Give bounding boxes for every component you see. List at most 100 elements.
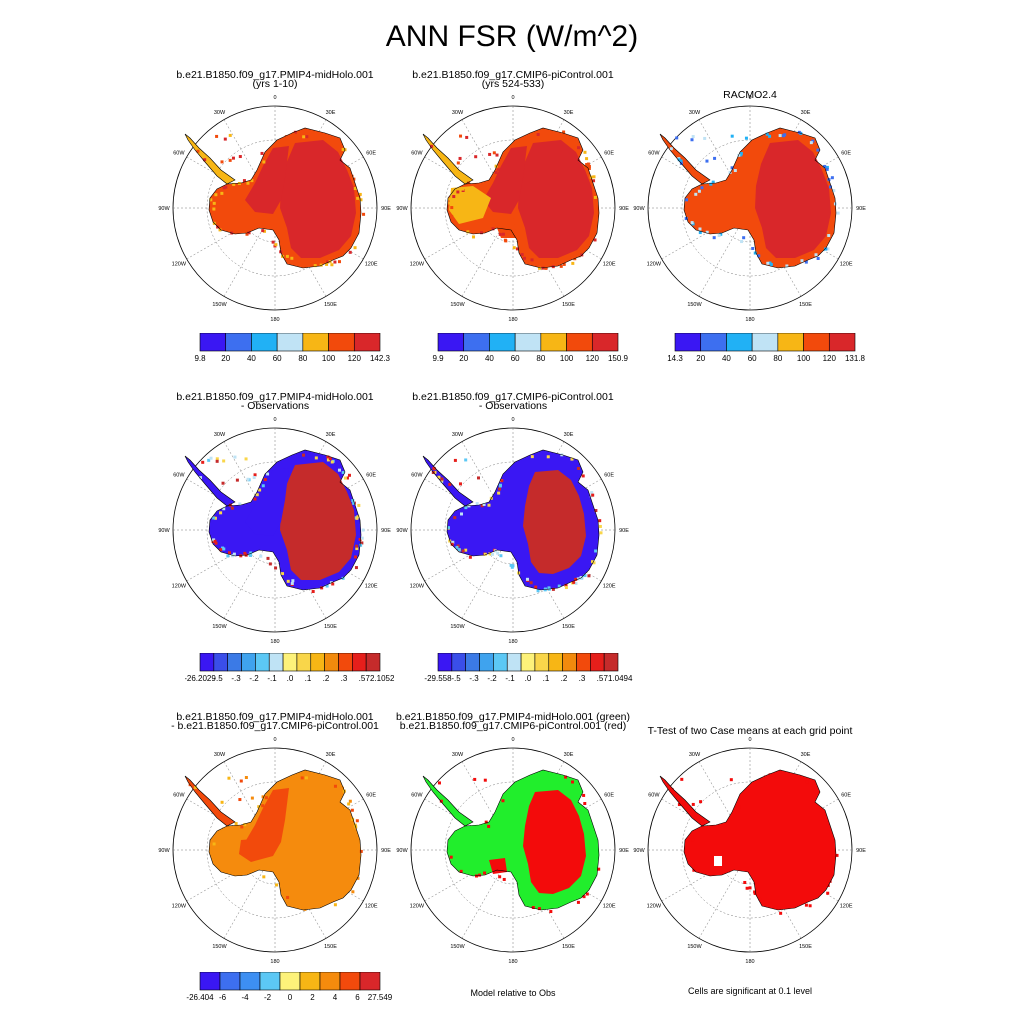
coastal-cell xyxy=(440,480,444,484)
colorbar-segment xyxy=(479,653,494,672)
coastal-cell xyxy=(341,576,345,580)
coastal-cell xyxy=(341,471,345,475)
longitude-label: 60E xyxy=(841,793,851,799)
coastal-cell xyxy=(232,552,236,556)
coastal-cell xyxy=(331,582,335,586)
coastal-cell xyxy=(717,234,721,238)
coastal-cell xyxy=(691,838,695,842)
colorbar-tick-label: .2 xyxy=(561,674,568,683)
coastal-cell xyxy=(286,579,290,583)
longitude-label: 180 xyxy=(745,317,754,323)
coastal-cell xyxy=(209,456,213,460)
coastal-cell xyxy=(213,516,217,520)
coastal-cell xyxy=(582,793,586,797)
colorbar-segment xyxy=(591,333,619,352)
coastal-cell xyxy=(778,134,782,138)
longitude-label: 0 xyxy=(511,417,514,423)
coastal-cell xyxy=(459,134,463,138)
coastal-cell xyxy=(240,825,244,829)
longitude-label: 60W xyxy=(648,793,660,799)
coastal-cell xyxy=(536,133,540,137)
coastal-cell xyxy=(488,552,492,556)
coastal-cell xyxy=(475,502,479,506)
longitude-label: 90E xyxy=(856,848,866,854)
colorbar-tick-label: 6 xyxy=(355,993,360,1002)
colorbar-tick-label: -26.2029 xyxy=(185,674,216,683)
coastal-cell xyxy=(785,264,789,268)
coastal-cell xyxy=(544,266,548,270)
coastal-cell xyxy=(474,155,478,159)
coastal-cell xyxy=(593,195,597,199)
coastal-cell xyxy=(525,577,529,581)
coastal-cell xyxy=(703,136,707,140)
coastal-cell xyxy=(491,227,495,231)
colorbar-svg: -26.2029-.5 -.3 -.2 -.1 .0 .1 .2 .3 .5 72.1052 xyxy=(185,653,395,683)
longitude-label: 60E xyxy=(366,793,376,799)
coastal-cell xyxy=(541,266,545,270)
colorbar-segment xyxy=(514,333,542,352)
colorbar-svg: 9.8 20 40 60 80 100 120 142.3 xyxy=(194,333,391,363)
longitude-label: 150W xyxy=(450,302,465,308)
coastal-mid-fsr xyxy=(493,216,517,238)
coastal-cell xyxy=(193,786,197,790)
coastal-cell xyxy=(583,150,587,154)
coastal-cell xyxy=(232,182,236,186)
coastal-cell xyxy=(593,238,597,242)
coastal-cell xyxy=(691,135,695,139)
coastal-cell xyxy=(825,165,829,169)
coastal-cell xyxy=(808,904,812,908)
panel-title-line1: T-Test of two Case means at each grid po… xyxy=(647,725,853,737)
coastal-cell xyxy=(531,906,535,910)
coastal-cell xyxy=(199,151,203,155)
coastal-cell xyxy=(459,512,463,516)
longitude-label: 60E xyxy=(604,473,614,479)
coastal-cell xyxy=(223,137,227,141)
coastal-cell xyxy=(354,566,358,570)
colorbar: 9.8 20 40 60 80 100 120 142.3 xyxy=(185,333,395,365)
colorbar-tick-label: -4 xyxy=(241,993,249,1002)
colorbar-segment xyxy=(328,333,355,352)
panel-title-line2: b.e21.B1850.f09_g17.CMIP6-piControl.001 … xyxy=(399,720,627,732)
coastal-cell xyxy=(219,548,223,552)
colorbar-segment xyxy=(803,333,830,352)
colorbar-tick-label: -.2 xyxy=(487,674,497,683)
longitude-label: 0 xyxy=(511,737,514,743)
panel-title-line2: - Observations xyxy=(478,400,548,412)
coastal-cell xyxy=(590,491,594,495)
longitude-label: 60W xyxy=(411,473,423,479)
coastal-cell xyxy=(709,182,713,186)
coastal-cell xyxy=(350,174,354,178)
panel-title-line1: RACMO2.4 xyxy=(723,89,777,101)
colorbar-tick-label: .3 xyxy=(579,674,586,683)
coastal-cell xyxy=(483,871,487,875)
coastal-cell xyxy=(804,903,808,907)
longitude-label: 90W xyxy=(396,206,408,212)
coastal-cell xyxy=(545,133,549,137)
coastal-cell xyxy=(827,234,831,238)
coastal-cell xyxy=(836,211,840,215)
coastal-cell xyxy=(828,185,832,189)
coastal-cell xyxy=(305,135,309,139)
colorbar-segment xyxy=(276,333,304,352)
longitude-label: 30W xyxy=(214,110,226,116)
coastal-cell xyxy=(243,551,247,555)
coastal-cell xyxy=(214,193,218,197)
coastal-cell xyxy=(215,459,219,463)
coastal-cell xyxy=(592,179,596,183)
longitude-label: 120W xyxy=(647,904,662,910)
longitude-label: 180 xyxy=(508,639,517,645)
coastal-cell xyxy=(290,581,294,585)
coastal-cell xyxy=(598,519,602,523)
coastal-cell xyxy=(748,886,752,890)
coastal-cell xyxy=(562,130,566,134)
coastal-cell xyxy=(353,187,357,191)
figure-title: ANN FSR (W/m^2) xyxy=(385,20,639,53)
coastal-cell xyxy=(797,130,801,134)
coastal-cell xyxy=(214,541,218,545)
coastal-cell xyxy=(311,590,315,594)
coastal-cell xyxy=(314,456,318,460)
coastal-cell xyxy=(552,133,556,137)
coastal-cell xyxy=(536,589,540,593)
coastal-cell xyxy=(571,780,575,784)
coastal-cell xyxy=(766,261,770,265)
